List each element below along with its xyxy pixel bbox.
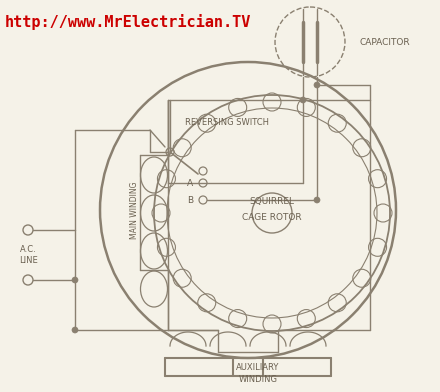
Text: AUXILIARY: AUXILIARY [236,363,280,372]
Circle shape [72,277,78,283]
Text: B: B [187,196,193,205]
Text: A: A [187,178,193,187]
Text: A.C.
LINE: A.C. LINE [18,245,37,265]
Text: MAIN WINDING: MAIN WINDING [129,181,139,239]
Text: SQUIRREL: SQUIRREL [249,196,294,205]
Circle shape [300,97,306,103]
Circle shape [72,327,78,333]
Text: WINDING: WINDING [238,376,278,385]
Text: CAGE ROTOR: CAGE ROTOR [242,212,302,221]
Text: CAPACITOR: CAPACITOR [360,38,411,47]
Text: http://www.MrElectrician.TV: http://www.MrElectrician.TV [5,14,251,30]
Circle shape [314,82,320,88]
Circle shape [314,197,320,203]
Text: REVERSING SWITCH: REVERSING SWITCH [185,118,269,127]
